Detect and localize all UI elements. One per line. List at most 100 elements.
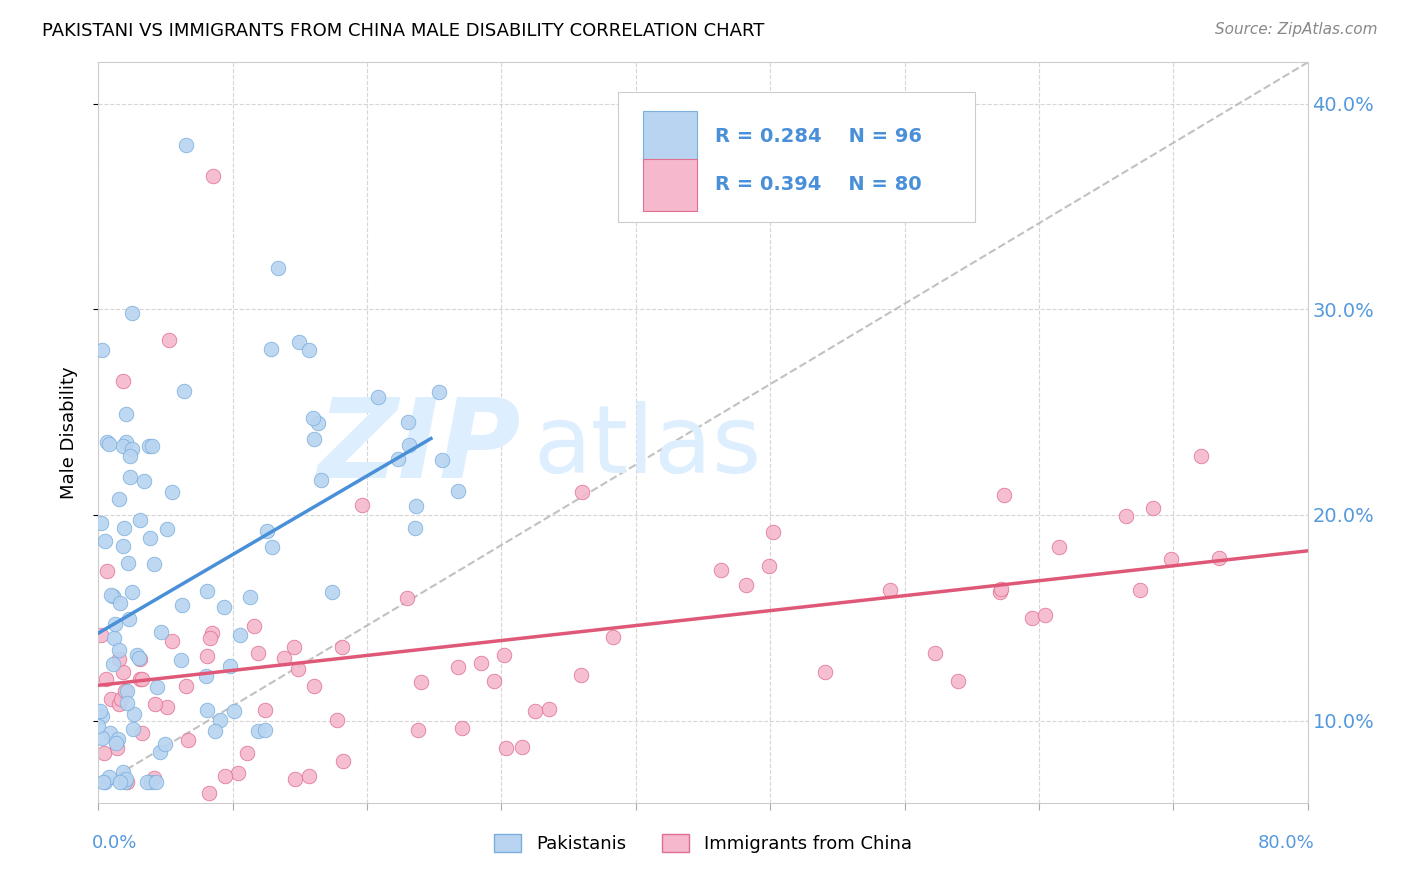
Immigrants from China: [156, 700, 179, 714]
Immigrants from China: [735, 577, 758, 591]
Immigrants from China: [177, 733, 200, 747]
Pakistanis: [98, 770, 121, 784]
FancyBboxPatch shape: [643, 111, 697, 162]
Pakistanis: [96, 434, 118, 449]
Pakistanis: [367, 390, 389, 404]
Pakistanis: [121, 585, 143, 599]
Pakistanis: [94, 534, 117, 549]
Pakistanis: [122, 723, 145, 737]
Immigrants from China: [758, 558, 780, 573]
Pakistanis: [118, 612, 141, 626]
Immigrants from China: [243, 619, 266, 633]
Pakistanis: [118, 449, 141, 463]
Pakistanis: [246, 723, 269, 738]
Immigrants from China: [537, 702, 560, 716]
Pakistanis: [253, 723, 276, 738]
Immigrants from China: [90, 628, 112, 642]
Pakistanis: [121, 306, 143, 320]
Pakistanis: [197, 584, 219, 599]
Pakistanis: [136, 775, 159, 789]
Immigrants from China: [105, 740, 128, 755]
Immigrants from China: [569, 668, 592, 682]
Immigrants from China: [201, 169, 224, 183]
Pakistanis: [150, 625, 173, 640]
Immigrants from China: [924, 646, 946, 660]
Y-axis label: Male Disability: Male Disability: [59, 367, 77, 499]
Pakistanis: [112, 439, 135, 453]
Immigrants from China: [1129, 583, 1152, 598]
Pakistanis: [138, 439, 160, 453]
Immigrants from China: [602, 630, 624, 644]
Immigrants from China: [160, 634, 183, 648]
Immigrants from China: [108, 652, 131, 666]
Pakistanis: [97, 437, 120, 451]
Pakistanis: [114, 772, 136, 786]
Immigrants from China: [1021, 610, 1043, 624]
Immigrants from China: [96, 564, 118, 578]
Immigrants from China: [214, 769, 236, 783]
Pakistanis: [114, 775, 136, 789]
Pakistanis: [219, 658, 242, 673]
Text: atlas: atlas: [534, 401, 762, 493]
Immigrants from China: [1160, 552, 1182, 566]
Pakistanis: [288, 335, 311, 350]
Pakistanis: [396, 415, 419, 429]
Pakistanis: [104, 735, 127, 749]
Pakistanis: [118, 470, 141, 484]
Immigrants from China: [283, 640, 305, 654]
Immigrants from China: [495, 741, 517, 756]
Pakistanis: [112, 521, 135, 535]
Pakistanis: [141, 439, 163, 453]
Pakistanis: [302, 410, 325, 425]
Pakistanis: [307, 416, 329, 430]
Immigrants from China: [200, 625, 222, 640]
Pakistanis: [267, 261, 290, 276]
Text: PAKISTANI VS IMMIGRANTS FROM CHINA MALE DISABILITY CORRELATION CHART: PAKISTANI VS IMMIGRANTS FROM CHINA MALE …: [42, 22, 765, 40]
Immigrants from China: [236, 747, 259, 761]
Pakistanis: [108, 642, 131, 657]
Immigrants from China: [352, 498, 374, 512]
Immigrants from China: [1189, 449, 1212, 463]
Pakistanis: [224, 704, 246, 718]
Pakistanis: [145, 775, 167, 789]
Pakistanis: [405, 500, 427, 514]
Text: 80.0%: 80.0%: [1258, 834, 1315, 852]
Pakistanis: [124, 707, 146, 722]
Text: R = 0.284    N = 96: R = 0.284 N = 96: [716, 127, 922, 146]
Pakistanis: [260, 342, 283, 356]
Immigrants from China: [451, 721, 474, 735]
Pakistanis: [170, 652, 193, 666]
Pakistanis: [194, 669, 217, 683]
Pakistanis: [87, 719, 110, 733]
Immigrants from China: [1208, 551, 1230, 566]
Pakistanis: [91, 775, 114, 789]
Immigrants from China: [990, 582, 1012, 596]
Immigrants from China: [406, 723, 429, 737]
Immigrants from China: [946, 673, 969, 688]
Immigrants from China: [131, 672, 153, 686]
Immigrants from China: [93, 746, 115, 760]
Immigrants from China: [762, 525, 785, 540]
Pakistanis: [94, 775, 117, 789]
Pakistanis: [101, 589, 124, 603]
Pakistanis: [108, 775, 131, 789]
Immigrants from China: [1047, 541, 1070, 555]
Pakistanis: [228, 628, 250, 642]
Pakistanis: [117, 696, 139, 710]
Pakistanis: [208, 713, 231, 727]
Pakistanis: [111, 539, 134, 553]
Pakistanis: [204, 724, 226, 739]
Pakistanis: [170, 598, 193, 612]
Pakistanis: [91, 708, 114, 723]
Immigrants from China: [254, 703, 277, 717]
Immigrants from China: [198, 631, 221, 645]
Immigrants from China: [492, 648, 515, 662]
Pakistanis: [404, 521, 426, 535]
Pakistanis: [114, 407, 136, 421]
Pakistanis: [195, 702, 218, 716]
Immigrants from China: [246, 646, 269, 660]
Pakistanis: [117, 557, 139, 571]
Immigrants from China: [447, 660, 470, 674]
Pakistanis: [115, 684, 138, 698]
Pakistanis: [162, 484, 184, 499]
